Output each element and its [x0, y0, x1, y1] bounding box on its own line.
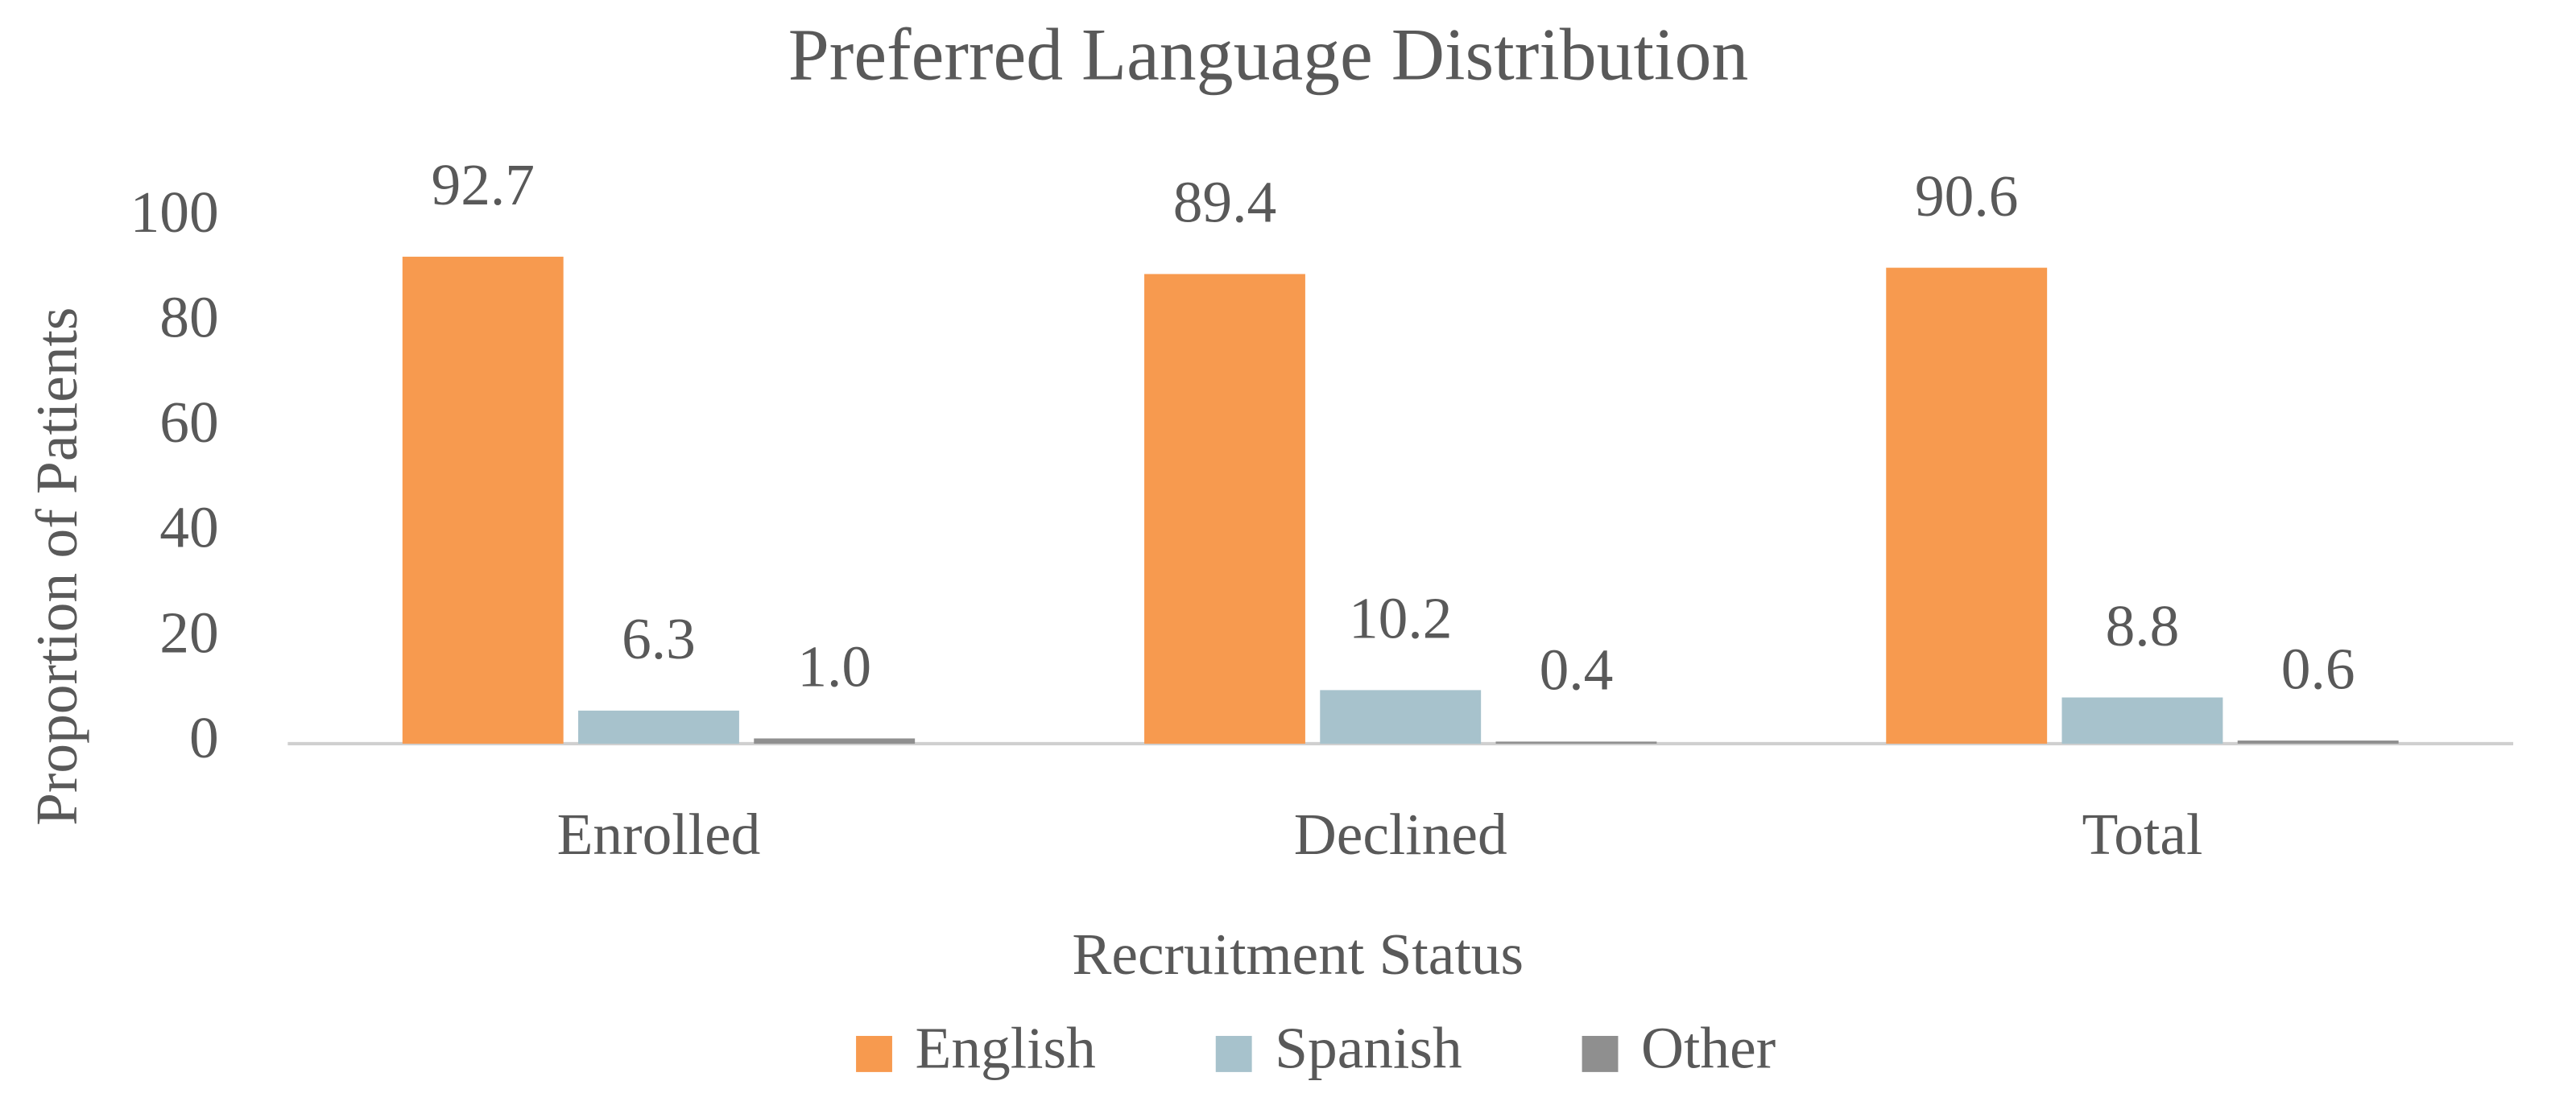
y-tick-label: 0: [189, 705, 219, 770]
legend-label: Spanish: [1275, 1015, 1462, 1080]
bar: [1886, 267, 2048, 744]
data-label: 8.8: [2106, 593, 2180, 658]
y-tick-label: 20: [159, 600, 218, 665]
x-tick-label: Total: [2082, 802, 2203, 867]
data-label: 89.4: [1173, 170, 1276, 235]
x-tick-label: Enrolled: [557, 802, 761, 867]
bar: [1495, 741, 1657, 744]
y-tick-label: 80: [159, 285, 218, 350]
bar: [2237, 741, 2399, 744]
data-label: 0.6: [2281, 636, 2355, 701]
legend-label: English: [916, 1015, 1096, 1080]
bar: [754, 738, 916, 744]
legend-swatch: [1582, 1036, 1619, 1072]
bar: [1144, 274, 1305, 744]
x-tick-label: Declined: [1294, 802, 1507, 867]
y-axis-label: Proportion of Patients: [24, 307, 89, 826]
x-axis-label: Recruitment Status: [1072, 922, 1524, 987]
bar: [2061, 697, 2223, 744]
data-label: 6.3: [622, 606, 696, 671]
y-tick-label: 60: [159, 390, 218, 455]
data-label: 92.7: [431, 152, 534, 217]
data-label: 10.2: [1349, 586, 1452, 651]
data-label: 0.4: [1540, 637, 1614, 703]
chart-title: Preferred Language Distribution: [788, 14, 1749, 96]
bar: [578, 710, 739, 744]
y-tick-label: 100: [130, 179, 219, 245]
bar: [1320, 690, 1482, 744]
legend-swatch: [1215, 1036, 1252, 1072]
data-label: 90.6: [1915, 163, 2018, 229]
y-tick-label: 40: [159, 495, 218, 560]
data-label: 1.0: [797, 634, 871, 699]
bar: [402, 256, 564, 744]
legend-label: Other: [1641, 1015, 1776, 1080]
legend-swatch: [856, 1036, 892, 1072]
